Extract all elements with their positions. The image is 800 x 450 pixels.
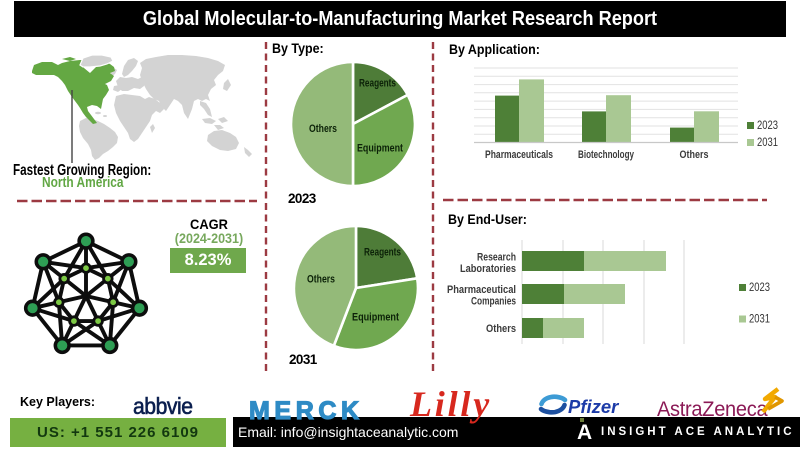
svg-text:Equipment: Equipment: [352, 312, 399, 324]
svg-text:2031: 2031: [749, 314, 770, 326]
svg-text:2031: 2031: [757, 137, 778, 149]
svg-text:Companies: Companies: [471, 296, 516, 308]
svg-text:2023: 2023: [757, 120, 778, 132]
svg-text:Pharmaceuticals: Pharmaceuticals: [485, 149, 553, 161]
svg-text:Others: Others: [680, 149, 709, 161]
svg-text:Others: Others: [307, 274, 335, 286]
svg-text:Reagents: Reagents: [359, 78, 396, 90]
svg-text:Research: Research: [477, 252, 516, 264]
svg-text:Others: Others: [486, 323, 516, 335]
svg-text:Laboratories: Laboratories: [460, 263, 516, 275]
svg-text:2023: 2023: [749, 282, 770, 294]
svg-text:Pharmaceutical: Pharmaceutical: [447, 284, 516, 296]
svg-text:Equipment: Equipment: [357, 143, 403, 155]
svg-text:Reagents: Reagents: [364, 247, 401, 259]
svg-text:Others: Others: [309, 123, 337, 135]
svg-text:Biotechnology: Biotechnology: [578, 149, 635, 161]
